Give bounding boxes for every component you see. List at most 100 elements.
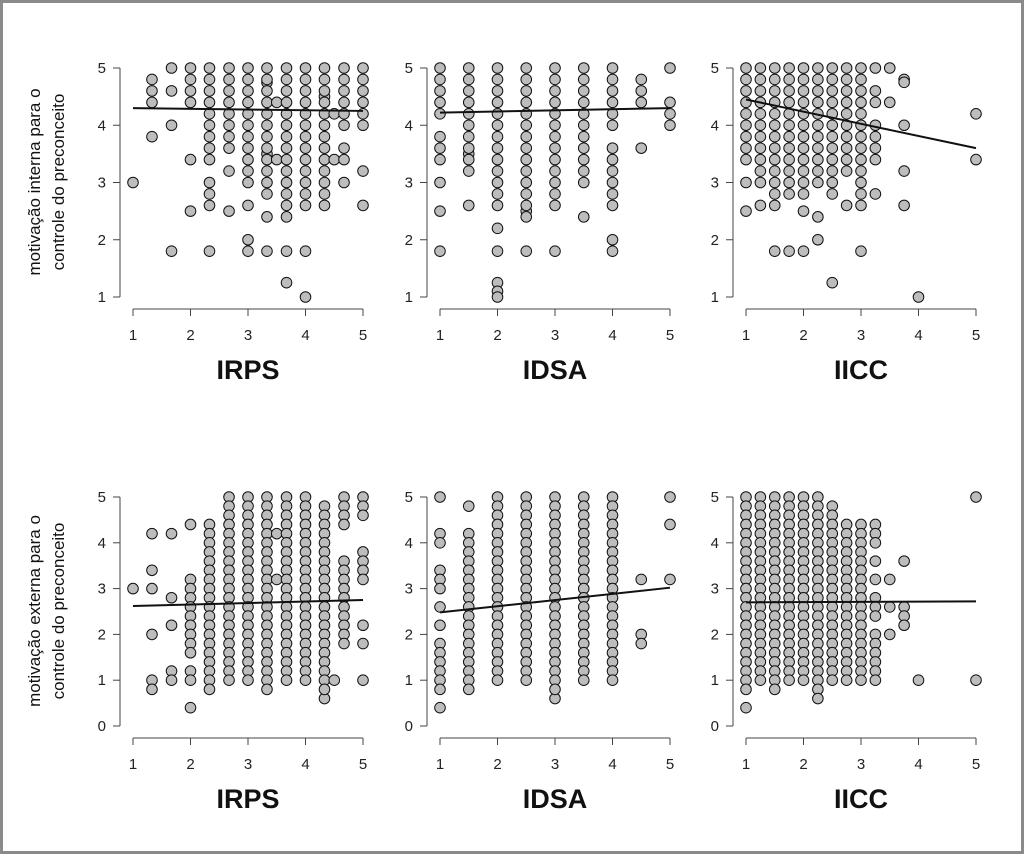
data-point	[812, 142, 824, 154]
data-point	[318, 188, 331, 200]
data-point	[203, 683, 216, 696]
data-point	[664, 518, 676, 531]
data-point	[242, 165, 254, 177]
data-point	[549, 683, 561, 696]
data-point	[357, 674, 369, 687]
data-point	[577, 108, 590, 120]
y-tick-label: 1	[711, 289, 719, 306]
data-point	[768, 108, 781, 120]
data-point	[184, 73, 197, 86]
data-point	[768, 165, 781, 177]
y-tick-label: 5	[98, 60, 106, 77]
data-point	[635, 142, 648, 154]
data-point	[146, 527, 158, 540]
data-point	[754, 73, 767, 86]
data-point	[146, 564, 158, 577]
data-point	[797, 153, 810, 166]
data-point	[318, 153, 331, 166]
data-point	[261, 165, 273, 177]
data-point	[783, 119, 795, 132]
data-point	[797, 165, 810, 177]
data-point	[912, 674, 925, 687]
data-point	[520, 211, 533, 223]
data-point	[261, 108, 273, 120]
x-tick-label: 2	[799, 327, 807, 344]
data-point	[223, 205, 235, 217]
data-point	[520, 674, 533, 687]
data-point	[520, 245, 533, 257]
data-point	[855, 73, 867, 86]
data-point	[280, 62, 293, 74]
data-point	[754, 130, 767, 143]
x-tick-label: 4	[301, 327, 309, 344]
data-point	[783, 165, 795, 177]
y-tick-label: 2	[98, 232, 106, 249]
data-point	[434, 245, 446, 257]
data-point	[223, 62, 235, 74]
x-tick-label: 4	[914, 327, 922, 344]
data-point	[462, 142, 475, 154]
x-tick-label: 3	[857, 756, 865, 773]
data-point	[491, 176, 504, 189]
data-point	[203, 142, 216, 154]
data-point	[826, 96, 839, 109]
data-point	[242, 62, 254, 74]
data-point	[280, 276, 293, 289]
data-point	[520, 119, 533, 132]
data-point	[855, 188, 867, 200]
data-point	[898, 165, 910, 177]
y-tick-label: 5	[711, 489, 719, 506]
data-point	[280, 176, 293, 189]
data-point	[520, 130, 533, 143]
y-tick-label: 4	[405, 117, 413, 134]
data-point	[491, 108, 504, 120]
data-point	[462, 119, 475, 132]
data-point	[462, 85, 475, 97]
x-tick-label: 5	[666, 327, 674, 344]
data-point	[783, 188, 795, 200]
data-point	[740, 205, 752, 217]
data-point	[357, 619, 369, 632]
x-tick-label: 4	[608, 327, 616, 344]
data-point	[840, 108, 853, 120]
data-point	[520, 73, 533, 86]
data-point	[203, 176, 216, 189]
data-point	[184, 96, 197, 109]
data-point	[812, 85, 824, 97]
data-point	[577, 62, 590, 74]
data-point	[754, 176, 767, 189]
x-axis-title: IDSA	[523, 784, 588, 814]
data-point	[577, 153, 590, 166]
x-tick-label: 2	[493, 756, 501, 773]
y-tick-label: 4	[711, 535, 719, 552]
data-point	[434, 582, 446, 595]
data-point	[797, 176, 810, 189]
data-point	[783, 130, 795, 143]
y-axis-title: motivação interna para o	[25, 88, 44, 275]
y-tick-label: 2	[711, 232, 719, 249]
data-point	[855, 142, 867, 154]
data-point	[970, 153, 982, 166]
data-point	[869, 96, 882, 109]
data-point	[491, 188, 504, 200]
regression-line	[439, 586, 671, 614]
data-point	[797, 142, 810, 154]
data-point	[855, 199, 867, 212]
data-point	[318, 85, 331, 97]
data-point	[299, 96, 312, 109]
data-point	[664, 491, 676, 503]
y-tick-label: 5	[98, 489, 106, 506]
data-point	[606, 153, 619, 166]
data-point	[242, 233, 254, 246]
data-point	[869, 188, 882, 200]
data-point	[869, 573, 882, 586]
x-tick-label: 1	[436, 327, 444, 344]
data-point	[869, 85, 882, 97]
data-point	[855, 85, 867, 97]
data-point	[664, 573, 676, 586]
data-point	[840, 153, 853, 166]
data-point	[855, 62, 867, 74]
y-tick-label: 4	[98, 535, 106, 552]
data-point	[146, 130, 158, 143]
data-point	[549, 119, 561, 132]
